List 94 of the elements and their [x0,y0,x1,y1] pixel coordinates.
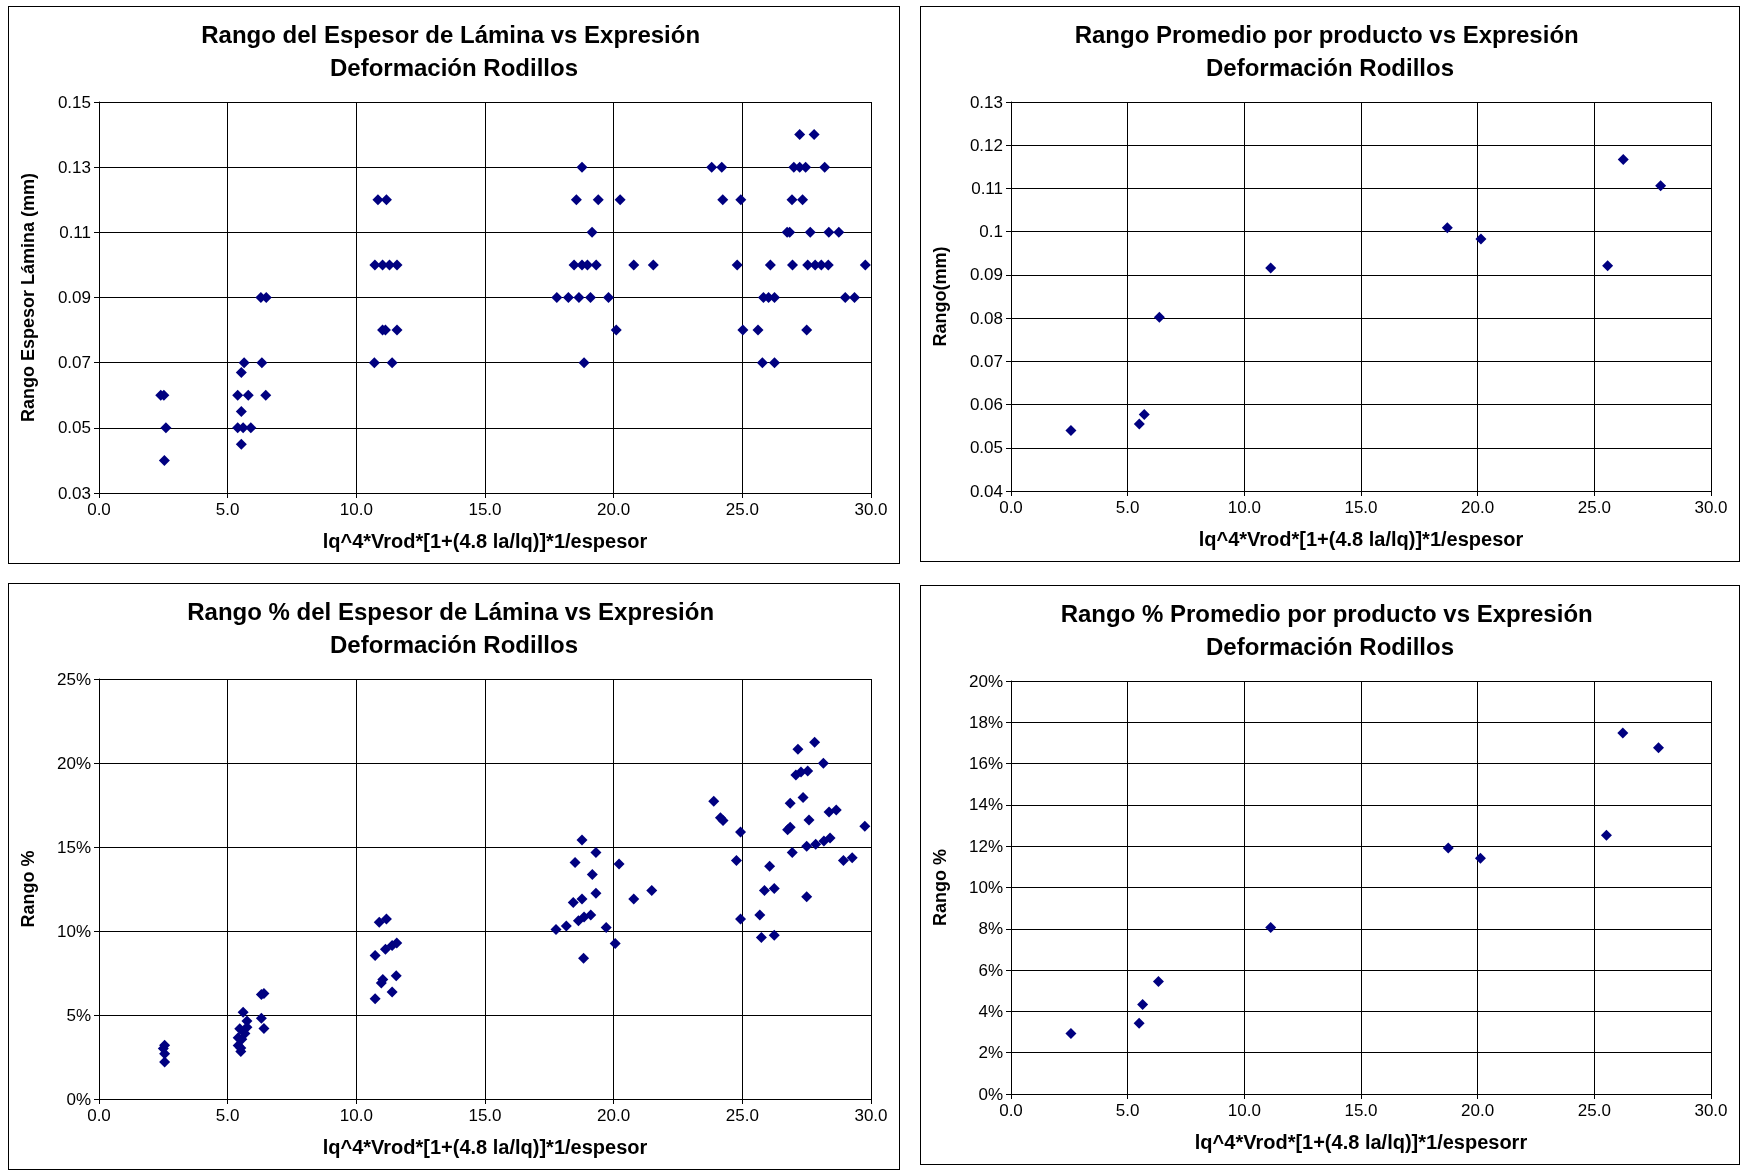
y-tick-label: 0.05 [57,418,91,438]
y-tick-label: 0.04 [969,481,1003,501]
y-tick-label: 18% [968,712,1003,732]
x-tick-label: 5.0 [1115,498,1140,517]
y-tick-label: 0.05 [969,438,1003,458]
y-tick-label: 0.09 [57,288,91,307]
point [1065,1028,1077,1039]
y-tick-label: 0.13 [57,157,91,177]
chart-title: Rango % Promedio por producto vs Expresión Deformación Rodillos [1060,600,1600,660]
chart-title: Rango Promedio por producto vs Expresión Deformación Rodillos [1074,21,1586,81]
x-axis-title: lq^4*Vrod*[1+(4.8 la/lq)]*1/espesor [322,1136,648,1158]
point [1133,1017,1145,1029]
y-tick-label: 0.03 [57,483,91,503]
y-tick-label: 0.12 [969,135,1003,155]
x-tick-label: 10.0 [339,500,373,519]
y-tick-label: 16% [968,754,1003,774]
y-tick-label: 0.07 [57,353,91,373]
point [1442,842,1454,854]
point [1600,829,1612,841]
point [1475,233,1487,245]
y-tick-label: 0.09 [969,265,1003,285]
x-tick-label: 15.0 [468,500,502,519]
x-tick-label: 10.0 [1227,498,1261,517]
point [1617,727,1629,739]
y-tick-label: 6% [978,960,1003,980]
x-tick-label: 0.0 [999,498,1023,517]
point [1152,975,1164,987]
point [1602,260,1614,272]
x-tick-label: 30.0 [1694,498,1728,517]
point [1441,222,1453,234]
point [1138,409,1150,420]
y-tick-label: 0.13 [969,92,1003,112]
x-tick-label: 10.0 [339,1106,373,1125]
y-axis-title: Rango(mm) [930,246,950,347]
y-tick-label: 14% [968,795,1003,815]
x-tick-label: 30.0 [854,500,888,519]
y-tick-label: 20% [968,671,1003,691]
y-tick-label: 0.08 [969,308,1003,328]
y-tick-label: 0.11 [971,178,1003,198]
x-tick-label: 0.0 [87,500,111,519]
x-tick-label: 25.0 [1577,498,1611,517]
x-tick-label: 20.0 [1461,498,1495,517]
x-tick-label: 15.0 [468,1106,502,1125]
y-axis-title: Rango % [930,848,950,927]
y-tick-label: 0.06 [969,395,1003,415]
point [1133,418,1145,430]
x-tick-label: 20.0 [597,1106,631,1125]
chart-title: Rango del Espesor de Lámina vs Expresión Deformación Rodillos [201,21,707,81]
point [1065,424,1077,436]
x-tick-label: 25.0 [725,500,759,519]
x-tick-label: 0.0 [87,1106,111,1125]
point [1137,998,1149,1010]
x-axis-title: lq^4*Vrod*[1+(4.8 la/lq)]*1/espesor [1198,528,1524,550]
y-tick-label: 5% [66,1005,91,1025]
point [1474,852,1486,864]
y-tick-label: 2% [978,1043,1003,1063]
y-tick-label: 15% [56,837,91,857]
y-axis-title: Rango % [18,850,38,928]
y-tick-label: 10% [56,921,91,941]
y-axis-title: Rango Espesor Lámina (mm) [18,172,38,423]
y-tick-label: 8% [978,919,1003,939]
x-tick-label: 10.0 [1227,1101,1261,1120]
point [1153,311,1165,323]
x-tick-label: 20.0 [1461,1101,1495,1120]
x-tick-label: 30.0 [854,1106,888,1125]
y-tick-label: 10% [968,878,1003,897]
x-tick-label: 0.0 [999,1101,1023,1120]
point [1655,180,1667,192]
point [1265,922,1277,934]
x-tick-label: 5.0 [215,500,240,519]
y-tick-label: 0% [978,1084,1003,1104]
chart-title: Rango % del Espesor de Lámina vs Expresión Deformación Rodillos [187,598,721,658]
x-tick-label: 15.0 [1344,1101,1378,1120]
point [1617,153,1629,165]
y-tick-label: 0.11 [59,222,91,242]
x-tick-label: 20.0 [597,500,631,519]
y-tick-label: 0.1 [979,222,1003,242]
point [1265,262,1277,274]
x-tick-label: 5.0 [215,1106,240,1125]
x-tick-label: 5.0 [1115,1101,1140,1120]
x-tick-label: 25.0 [725,1106,759,1125]
y-tick-label: 25% [56,669,91,689]
y-tick-label: 0.15 [57,92,91,112]
x-axis-title: lq^4*Vrod*[1+(4.8 la/lq)]*1/espesor [322,530,648,552]
x-tick-label: 25.0 [1577,1101,1611,1120]
x-axis-title: lq^4*Vrod*[1+(4.8 la/lq)]*1/espesorr [1194,1131,1528,1153]
y-tick-label: 4% [978,1001,1003,1021]
y-tick-label: 0.07 [969,351,1003,371]
x-tick-label: 15.0 [1344,498,1378,517]
y-tick-label: 12% [968,836,1003,856]
y-tick-label: 20% [56,753,91,773]
y-tick-label: 0% [66,1089,91,1109]
x-tick-label: 30.0 [1694,1101,1728,1120]
point [1653,742,1664,754]
